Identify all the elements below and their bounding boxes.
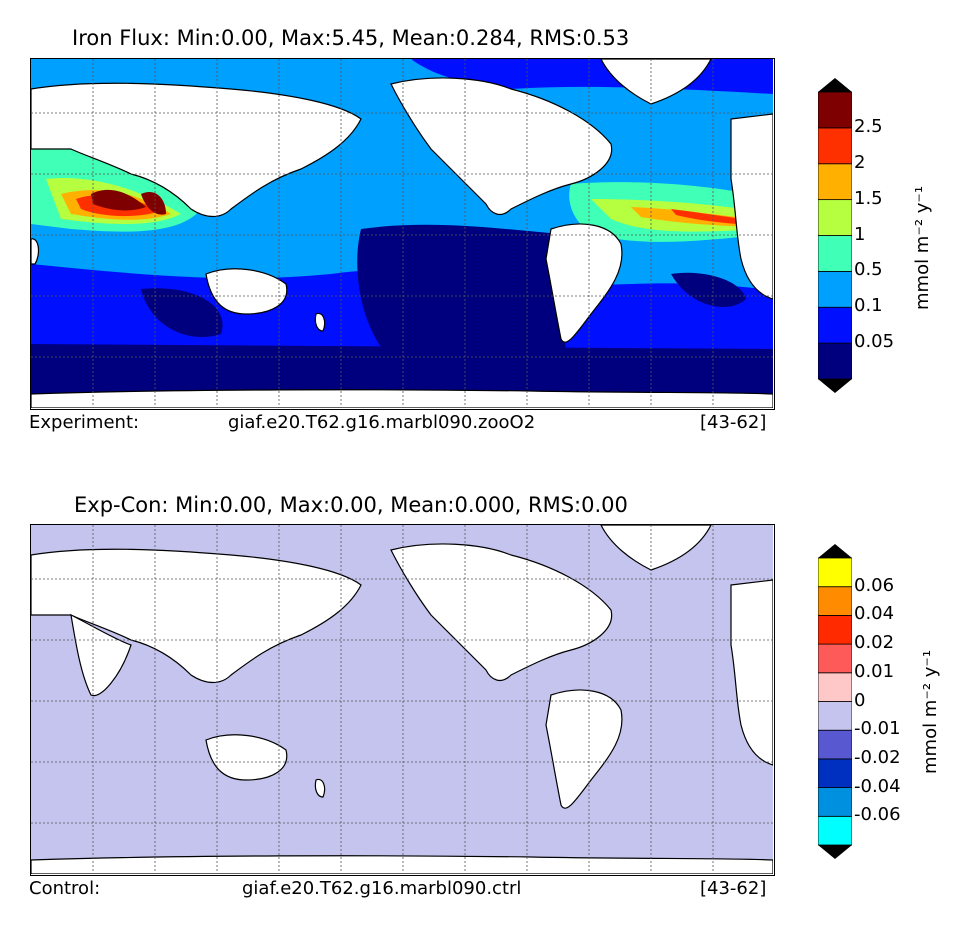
panel1-colorbar-tick-label: 2.5 <box>854 115 883 137</box>
panel2-colorbar-swatch <box>817 672 853 702</box>
panel2-colorbar-tick-label: 0.02 <box>854 632 895 654</box>
south-america <box>545 689 623 809</box>
atlantic-south-low <box>671 272 746 307</box>
panel2-colorbar-swatch <box>817 586 853 616</box>
australia <box>205 268 288 315</box>
panel2-colorbar-swatch <box>817 758 853 788</box>
panel2-colorbar-tick-label: 0 <box>854 689 866 711</box>
panel1-colorbar-unit: mmol m⁻² y⁻¹ <box>912 185 933 310</box>
india <box>70 613 132 697</box>
continents <box>31 59 773 408</box>
panel1-colorbar-swatch <box>817 235 853 272</box>
panel2-footer-left: Control: <box>29 878 101 899</box>
north-america <box>390 77 613 216</box>
panel2-colorbar-tick-label: -0.06 <box>854 804 901 826</box>
australia <box>205 734 288 781</box>
panel1-colorbar-swatch <box>817 270 853 308</box>
panel2-colorbar-tick-label: 0.01 <box>854 660 895 682</box>
panel2-colorbar-swatch <box>817 701 853 731</box>
new-zealand <box>314 312 326 332</box>
panel1-title: Iron Flux: Min:0.00, Max:5.45, Mean:0.28… <box>72 26 630 50</box>
antarctica <box>31 855 773 874</box>
panel1-map <box>30 58 775 410</box>
panel1-colorbar-swatch <box>817 91 853 129</box>
panel2-colorbar-swatch <box>817 615 853 645</box>
south-america <box>545 223 623 343</box>
panel1-footer-center: giaf.e20.T62.g16.marbl090.zooO2 <box>228 412 536 433</box>
panel2-colorbar-tick-label: -0.01 <box>854 718 901 740</box>
panel2-colorbar-swatch <box>817 643 853 674</box>
panel1-colorbar-tick-label: 2 <box>854 151 866 173</box>
panel2-colorbar-swatch <box>817 557 853 588</box>
panel1-colorbar-swatch <box>817 342 853 380</box>
panel1-colorbar-swatch <box>817 199 853 236</box>
panel2-colorbar-tick-label: 0.04 <box>854 603 895 625</box>
north-america <box>390 543 613 682</box>
panel1-colorbar-tick-label: 1.5 <box>854 187 883 209</box>
panel1-colorbar-extend-min <box>818 379 852 393</box>
indian-plume-5 <box>91 189 146 211</box>
panel2-footer-right: [43-62] <box>700 878 767 899</box>
panel2-colorbar-swatch <box>817 729 853 760</box>
panel1-colorbar: 0.05 0.1 0.5 1 1.5 2 2.5 <box>817 78 958 393</box>
panel2-colorbar-extend-max <box>818 544 852 558</box>
new-zealand <box>314 778 326 798</box>
indian-south-low <box>141 288 223 337</box>
panel1-colorbar-tick-label: 0.1 <box>854 295 883 317</box>
antarctica <box>31 389 773 408</box>
panel2-colorbar-swatch <box>817 815 853 846</box>
panel1-colorbar-swatch <box>817 306 853 344</box>
panel1-colorbar-tick-label: 0.5 <box>854 259 883 281</box>
panel1-footer-right: [43-62] <box>700 412 767 433</box>
panel1-colorbar-tick-label: 1 <box>854 223 866 245</box>
pacific-south-low <box>357 224 566 359</box>
panel1-colorbar-swatch <box>817 127 853 165</box>
panel2-colorbar-tick-label: 0.06 <box>854 574 895 596</box>
panel2-colorbar-swatch <box>817 787 853 817</box>
panel2-map <box>30 524 775 876</box>
panel2-colorbar-unit: mmol m⁻² y⁻¹ <box>920 649 941 774</box>
indian-plume-6 <box>141 191 166 215</box>
eurasia <box>31 548 362 684</box>
panel1-footer-left: Experiment: <box>29 412 140 433</box>
panel2-title: Exp-Con: Min:0.00, Max:0.00, Mean:0.000,… <box>74 493 628 517</box>
panel2-colorbar-tick-label: -0.04 <box>854 775 901 797</box>
panel2-colorbar-tick-label: -0.02 <box>854 746 901 768</box>
eurasia <box>31 82 362 218</box>
continents <box>31 525 773 874</box>
panel2-footer-center: giaf.e20.T62.g16.marbl090.ctrl <box>242 878 522 899</box>
panel1-colorbar-tick-label: 0.05 <box>854 331 895 353</box>
panel2-colorbar-extend-min <box>818 845 852 859</box>
africa <box>730 579 773 766</box>
panel1-colorbar-extend-max <box>818 78 852 92</box>
africa <box>730 113 773 300</box>
panel2-colorbar: -0.06 -0.04 -0.02 -0.01 0 0.01 0.02 0.04 0.06 <box>817 544 958 859</box>
madagascar <box>31 238 40 265</box>
panel1-colorbar-swatch <box>817 163 853 201</box>
